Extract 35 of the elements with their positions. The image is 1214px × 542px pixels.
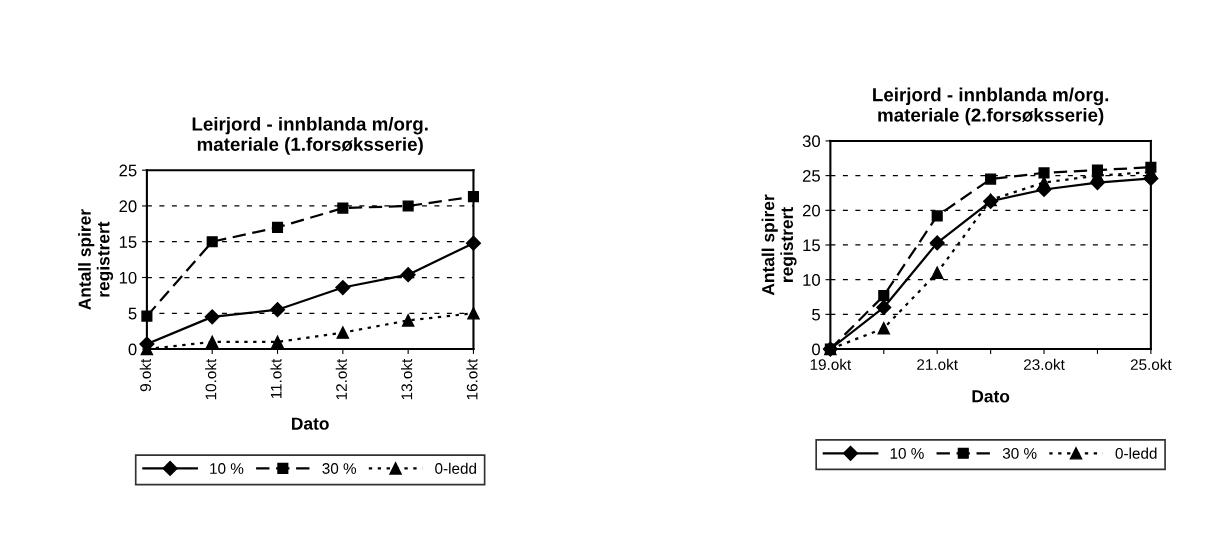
y-tick-label: 10 (803, 274, 820, 286)
legend-label: 0-ledd (435, 462, 477, 474)
legend-label: 30 % (322, 463, 357, 474)
y-tick-label: 5 (812, 308, 820, 321)
chart-title: Leirjord - innblanda m/org. materiale (1.forsøksserie) (192, 116, 428, 155)
x-tick-label: 23.okt (1024, 358, 1065, 370)
y-tick-label: 20 (802, 204, 820, 217)
legend-label: 30 % (1002, 447, 1037, 459)
x-tick-label: 12.okt (335, 358, 347, 400)
legend-label: 10 % (210, 463, 244, 474)
y-tick-label: 25 (119, 164, 137, 177)
y-tick-label: 15 (119, 236, 137, 248)
chart-title: Leirjord - innblanda m/org. materiale (2.forsøksserie) (873, 87, 1109, 126)
x-tick-label: 10.okt (205, 358, 217, 400)
y-tick-label: 30 (802, 135, 820, 148)
y-tick-label: 25 (802, 170, 820, 182)
x-tick-label: 13.okt (401, 358, 413, 400)
y-axis-title: Antall spirer registrert (761, 194, 797, 296)
x-tick-label: 19.okt (810, 358, 852, 370)
x-tick-label: 11.okt (270, 358, 282, 399)
y-axis-title: Antall spirer registrert (78, 209, 114, 310)
x-tick-label: 16.okt (466, 358, 478, 400)
legend-label: 10 % (890, 447, 924, 459)
x-axis-title: Dato (972, 390, 1010, 403)
y-tick-label: 10 (119, 271, 137, 284)
x-tick-label: 21.okt (917, 358, 958, 370)
y-tick-label: 0 (128, 343, 137, 356)
y-tick-label: 20 (119, 200, 137, 213)
y-tick-label: 15 (803, 239, 820, 252)
x-tick-label: 9.okt (139, 358, 151, 392)
y-tick-label: 0 (812, 343, 820, 356)
x-axis-title: Dato (292, 417, 329, 430)
legend-label: 0-ledd (1115, 447, 1157, 459)
y-tick-label: 5 (128, 307, 137, 320)
x-tick-label: 25.okt (1130, 358, 1172, 370)
